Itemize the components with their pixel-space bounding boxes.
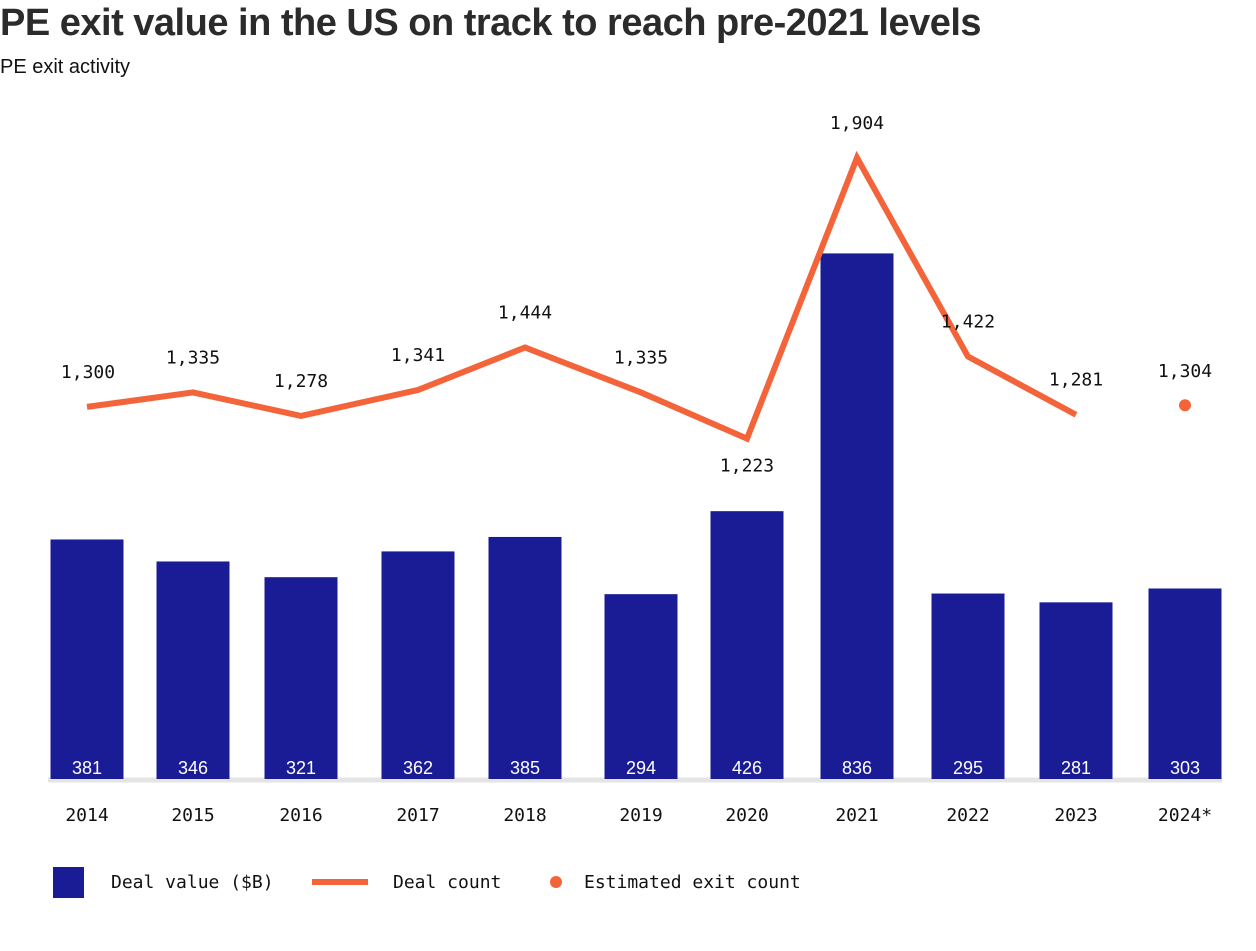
data-label-estimated-exit-count: 1,304 (1158, 361, 1212, 382)
legend-swatch-estimated-exit-count (550, 876, 562, 888)
data-label-deal-count: 1,278 (274, 371, 328, 392)
bar-value-label: 321 (286, 758, 316, 778)
bar-deal-value (488, 536, 562, 779)
data-label-deal-count: 1,422 (941, 312, 995, 333)
data-label-deal-count: 1,335 (614, 347, 668, 368)
bar-value-label: 381 (72, 758, 102, 778)
x-tick-label: 2015 (171, 805, 214, 826)
data-label-deal-count: 1,223 (720, 456, 774, 477)
x-tick-label: 2016 (279, 805, 322, 826)
bar-value-label: 426 (732, 758, 762, 778)
x-tick-label: 2014 (65, 805, 108, 826)
bar-deal-value (156, 561, 230, 779)
x-tick-label: 2024* (1158, 805, 1212, 826)
bar-deal-value (931, 593, 1005, 779)
bar-value-label: 294 (626, 758, 656, 778)
bar-deal-value (1039, 602, 1113, 779)
bar-deal-value (264, 577, 338, 779)
series-line-deal-count (86, 150, 1078, 443)
bar-value-label: 362 (403, 758, 433, 778)
legend-label-deal-value: Deal value ($B) (111, 872, 274, 893)
data-label-deal-count: 1,300 (61, 362, 115, 383)
bar-deal-value (710, 511, 784, 779)
bar-value-label: 346 (178, 758, 208, 778)
bar-value-label: 303 (1170, 758, 1200, 778)
data-label-deal-count: 1,341 (391, 345, 445, 366)
bar-value-label: 295 (953, 758, 983, 778)
x-tick-label: 2018 (503, 805, 546, 826)
chart-subtitle: PE exit activity (0, 56, 131, 78)
bar-value-label: 281 (1061, 758, 1091, 778)
bar-value-label: 385 (510, 758, 540, 778)
legend-label-estimated-exit-count: Estimated exit count (584, 872, 801, 893)
x-tick-label: 2019 (619, 805, 662, 826)
x-tick-label: 2020 (725, 805, 768, 826)
data-label-deal-count: 1,904 (830, 113, 884, 134)
x-tick-label: 2017 (396, 805, 439, 826)
data-label-deal-count: 1,281 (1049, 370, 1103, 391)
legend-swatch-deal-value (53, 867, 84, 898)
point-estimated-exit-count (1179, 399, 1191, 412)
x-tick-label: 2023 (1054, 805, 1097, 826)
bar-value-label: 836 (842, 758, 872, 778)
chart-title: PE exit value in the US on track to reac… (0, 2, 982, 44)
x-tick-label: 2022 (946, 805, 989, 826)
data-label-deal-count: 1,444 (498, 302, 552, 323)
x-tick-label: 2021 (835, 805, 878, 826)
legend-label-deal-count: Deal count (393, 872, 501, 893)
data-label-deal-count: 1,335 (166, 347, 220, 368)
bar-deal-value (604, 594, 678, 779)
bar-deal-value (820, 253, 894, 779)
bar-deal-value (381, 551, 455, 779)
bar-deal-value (1148, 588, 1222, 779)
bar-deal-value (50, 539, 124, 779)
